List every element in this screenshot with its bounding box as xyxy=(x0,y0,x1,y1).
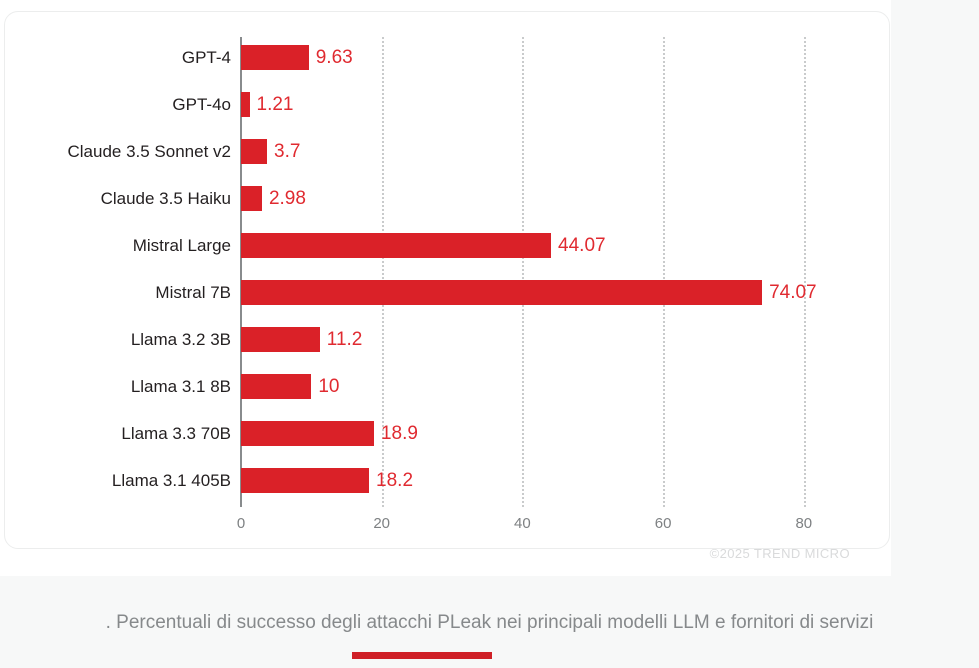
bar-row: Llama 3.1 8B 10 xyxy=(131,366,825,413)
bar-row: Mistral 7B 74.07 xyxy=(155,272,825,319)
category-label: Llama 3.2 3B xyxy=(130,330,231,349)
category-label-wrap: GPT-4 xyxy=(5,37,231,84)
gridline xyxy=(803,37,806,507)
category-label: Claude 3.5 Haiku xyxy=(100,189,231,208)
bar-row: Claude 3.5 Sonnet v2 3.7 xyxy=(67,131,825,178)
bar-value-label: 74.07 xyxy=(769,282,817,303)
gridline xyxy=(381,37,384,507)
bar-value-label: 2.98 xyxy=(268,188,306,209)
caption-underline-rule xyxy=(352,652,492,659)
y-axis-line xyxy=(240,37,242,507)
bar[interactable] xyxy=(241,374,312,399)
category-label: Llama 3.1 8B xyxy=(130,377,231,396)
bar-value-label: 10 xyxy=(318,376,340,397)
x-tick-label: 20 xyxy=(373,515,391,532)
bar-row: Llama 3.3 70B 18.9 xyxy=(121,413,825,460)
category-label: Mistral 7B xyxy=(155,283,231,302)
category-label: Mistral Large xyxy=(132,236,231,255)
bar-chart-plot-area: GPT-4 9.63 GPT-4o 1.21 Claude 3.5 Sonnet v2 3… xyxy=(67,37,825,532)
bar[interactable] xyxy=(241,92,250,117)
category-label-wrap: Mistral 7B xyxy=(5,272,231,319)
category-label: Claude 3.5 Sonnet v2 xyxy=(67,142,231,161)
category-label-wrap: Llama 3.1 8B xyxy=(5,366,231,413)
bar[interactable] xyxy=(241,186,262,211)
category-label-wrap: Llama 3.2 3B xyxy=(5,319,231,366)
bar[interactable] xyxy=(241,280,763,305)
bar-value-label: 18.9 xyxy=(380,423,418,444)
x-tick-label: 60 xyxy=(654,515,672,532)
category-label: Llama 3.3 70B xyxy=(121,424,231,443)
chart-card: GPT-4 9.63 GPT-4o 1.21 Claude 3.5 Sonnet v2 3… xyxy=(4,11,890,561)
bar-row: Llama 3.1 405B 18.2 xyxy=(112,460,825,507)
bar-row: Llama 3.2 3B 11.2 xyxy=(131,319,825,366)
bar-value-label: 44.07 xyxy=(558,235,606,256)
category-label-wrap: Claude 3.5 Sonnet v2 xyxy=(5,131,231,178)
bar-row: Claude 3.5 Haiku 2.98 xyxy=(101,178,825,225)
bar-value-label: 1.21 xyxy=(256,94,294,115)
x-tick-label: 40 xyxy=(514,515,531,532)
category-label: Llama 3.1 405B xyxy=(111,471,231,490)
category-label-wrap: Mistral Large xyxy=(5,225,231,272)
bar[interactable] xyxy=(241,327,320,352)
bar-row: GPT-4 9.63 xyxy=(182,37,825,84)
bar[interactable] xyxy=(241,45,309,70)
category-label-wrap: Llama 3.1 405B xyxy=(5,460,231,507)
category-label: GPT-4o xyxy=(172,95,231,114)
category-label: GPT-4 xyxy=(181,48,231,67)
bar-row: GPT-4o 1.21 xyxy=(172,84,825,131)
bar-row: Mistral Large 44.07 xyxy=(133,225,825,272)
category-label-wrap: GPT-4o xyxy=(5,84,231,131)
gridline xyxy=(663,37,666,507)
bar-value-label: 18.2 xyxy=(376,470,414,491)
category-label-wrap: Claude 3.5 Haiku xyxy=(5,178,231,225)
bar[interactable] xyxy=(241,139,268,164)
bar[interactable] xyxy=(241,421,374,446)
copyright-notice: ©2025 TREND MICRO xyxy=(709,546,850,561)
bar[interactable] xyxy=(241,468,370,493)
gridline xyxy=(522,37,525,507)
bar-value-label: 3.7 xyxy=(274,141,301,162)
x-tick-label: 0 xyxy=(236,515,246,532)
bar-value-label: 9.63 xyxy=(315,47,353,68)
bar-value-label: 11.2 xyxy=(326,329,363,350)
category-label-wrap: Llama 3.3 70B xyxy=(5,413,231,460)
x-tick-label: 80 xyxy=(795,515,813,532)
figure-caption: . Percentuali di successo degli attacchi… xyxy=(105,612,874,633)
bar[interactable] xyxy=(241,233,552,258)
